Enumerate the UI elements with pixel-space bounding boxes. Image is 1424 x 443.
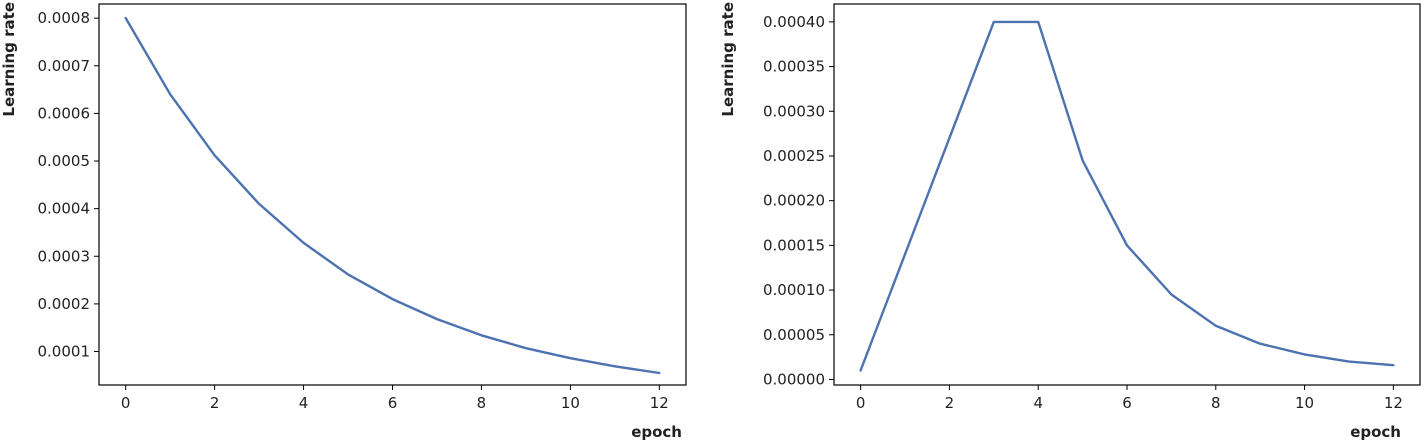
y-tick-label: 0.00030 (763, 102, 825, 120)
x-axis-label: epoch (631, 423, 682, 441)
x-tick-label: 6 (1122, 394, 1132, 412)
series-line (859, 20, 1395, 372)
series-line (124, 16, 661, 375)
x-tick-label: 4 (299, 394, 309, 412)
y-tick-label: 0.00000 (763, 370, 825, 388)
y-tick-label: 0.00020 (763, 192, 825, 210)
y-tick-label: 0.0008 (38, 9, 91, 27)
y-tick-label: 0.00025 (763, 147, 825, 165)
y-tick-label: 0.0007 (38, 57, 91, 75)
x-axis-label: epoch (1350, 423, 1401, 441)
x-tick-label: 8 (477, 394, 487, 412)
y-tick-label: 0.00035 (763, 58, 825, 76)
y-tick-label: 0.00040 (763, 13, 825, 31)
x-tick-label: 6 (388, 394, 398, 412)
y-axis-label: Learning rate (0, 2, 18, 117)
axes-frame (833, 3, 1421, 386)
y-tick-label: 0.0004 (38, 200, 91, 218)
x-tick-label: 4 (1033, 394, 1043, 412)
chart-right: 0 2 4 6 8 10 12 0.00000 0.00005 0.00010 0.00015 0.0… (719, 2, 1421, 441)
y-tick-label: 0.0001 (38, 343, 91, 361)
x-tick-label: 12 (650, 394, 669, 412)
y-tick-label: 0.0002 (38, 295, 91, 313)
x-tick-label: 2 (210, 394, 220, 412)
y-tick-label: 0.0006 (38, 104, 91, 122)
x-tick-label: 2 (945, 394, 955, 412)
axes-frame (98, 3, 687, 386)
chart-left: 0 2 4 6 8 10 12 0.0001 0.0002 0.0003 0.0004 0.0005 0… (0, 2, 687, 441)
y-tick-label: 0.00015 (763, 236, 825, 254)
y-tick-label: 0.0005 (38, 152, 91, 170)
x-tick-label: 0 (121, 394, 131, 412)
y-tick-label: 0.0003 (38, 247, 91, 265)
x-tick-label: 8 (1211, 394, 1221, 412)
y-tick-label: 0.00010 (763, 281, 825, 299)
x-tick-label: 10 (1295, 394, 1314, 412)
x-tick-label: 12 (1384, 394, 1403, 412)
y-axis-label: Learning rate (719, 2, 737, 117)
x-tick-label: 0 (856, 394, 866, 412)
x-tick-label: 10 (561, 394, 580, 412)
y-tick-label: 0.00005 (763, 326, 825, 344)
